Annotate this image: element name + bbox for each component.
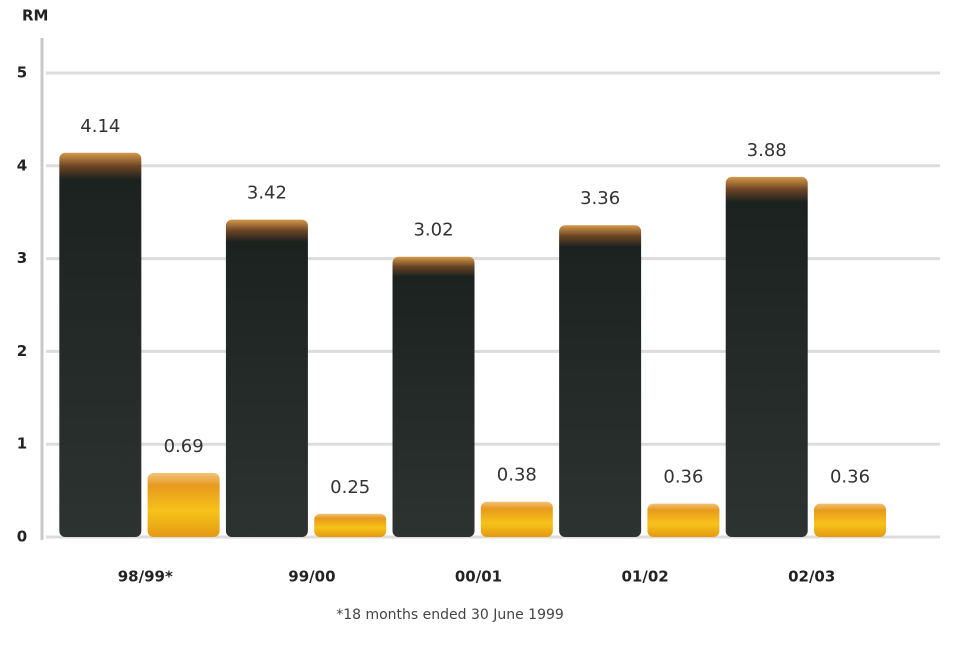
y-tick-label: 5 xyxy=(17,64,27,82)
value-label: 0.36 xyxy=(830,467,870,488)
bar xyxy=(392,256,475,537)
x-tick-label: 00/01 xyxy=(455,568,502,586)
y-tick-label: 3 xyxy=(17,249,27,267)
value-label: 0.36 xyxy=(663,467,703,488)
x-tick-label: 98/99* xyxy=(118,568,173,586)
footnote: *18 months ended 30 June 1999 xyxy=(336,607,564,623)
x-tick-label: 01/02 xyxy=(621,568,668,586)
bar xyxy=(725,176,808,537)
value-label: 0.69 xyxy=(164,436,204,457)
y-tick-label: 2 xyxy=(17,342,27,360)
x-tick-label: 02/03 xyxy=(788,568,835,586)
bar xyxy=(559,225,642,537)
value-label: 0.25 xyxy=(330,477,370,498)
bar xyxy=(647,503,720,537)
bar xyxy=(480,501,553,537)
bar xyxy=(59,152,142,538)
y-tick-label: 0 xyxy=(17,528,27,546)
y-tick-label: 4 xyxy=(17,156,27,174)
y-tick-label: 1 xyxy=(17,435,27,453)
value-label: 3.02 xyxy=(413,220,453,241)
value-label: 3.42 xyxy=(247,183,287,204)
value-label: 3.36 xyxy=(580,188,620,209)
bar xyxy=(225,219,308,537)
value-label: 0.38 xyxy=(497,465,537,486)
bar xyxy=(314,513,387,537)
bar xyxy=(814,503,887,537)
value-label: 4.14 xyxy=(80,116,120,137)
x-tick-label: 99/00 xyxy=(288,568,335,586)
bar xyxy=(147,472,220,537)
axis-unit: RM xyxy=(22,7,48,25)
value-label: 3.88 xyxy=(747,140,787,161)
